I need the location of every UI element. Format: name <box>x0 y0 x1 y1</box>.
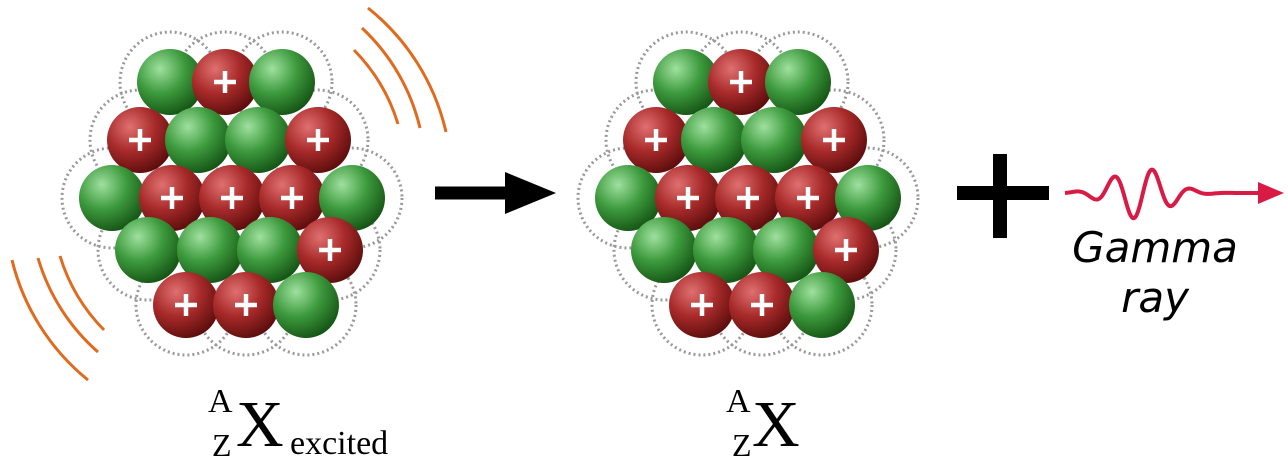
reaction-arrow <box>435 172 556 214</box>
neutron <box>741 107 807 173</box>
state-label: excited <box>290 425 388 461</box>
charge-sign <box>214 71 236 93</box>
gamma-wave <box>1064 167 1284 221</box>
charge-sign <box>677 187 699 209</box>
charge-sign <box>645 129 667 151</box>
charge-sign <box>221 187 243 209</box>
gamma-label: Gamma <box>1072 223 1238 272</box>
charge-sign <box>797 187 819 209</box>
neutron <box>165 107 231 173</box>
neutron <box>653 49 719 115</box>
mass-number: A <box>726 383 751 420</box>
vibration-arcs <box>10 6 448 382</box>
charge-sign <box>751 294 773 316</box>
element-symbol: X <box>752 388 800 461</box>
neutron <box>273 272 339 338</box>
charge-sign <box>319 239 341 261</box>
element-symbol: X <box>236 388 284 461</box>
neutron <box>79 165 145 231</box>
neutron <box>835 165 901 231</box>
neutron <box>595 165 661 231</box>
charge-sign <box>307 129 329 151</box>
neutron <box>753 217 819 283</box>
neutron <box>693 217 759 283</box>
charge-sign <box>823 129 845 151</box>
charge-sign <box>281 187 303 209</box>
gamma-label: ray <box>1121 273 1190 322</box>
charge-sign <box>235 294 257 316</box>
neutron <box>177 217 243 283</box>
charge-sign <box>129 129 151 151</box>
neutron <box>237 217 303 283</box>
neutron <box>681 107 747 173</box>
mass-number: A <box>208 383 233 420</box>
charge-sign <box>730 71 752 93</box>
neutron <box>115 217 181 283</box>
neutron <box>319 165 385 231</box>
neutron <box>631 217 697 283</box>
atomic-number: Z <box>212 427 232 461</box>
ground-nucleus <box>576 30 920 357</box>
atomic-number: Z <box>732 427 752 461</box>
neutron <box>137 49 203 115</box>
charge-sign <box>691 294 713 316</box>
charge-sign <box>737 187 759 209</box>
plus-sign <box>957 154 1049 238</box>
neutron <box>225 107 291 173</box>
neutron <box>789 272 855 338</box>
excited-nucleus <box>60 30 404 357</box>
charge-sign <box>161 187 183 209</box>
neutron <box>249 49 315 115</box>
neutron <box>765 49 831 115</box>
charge-sign <box>175 294 197 316</box>
charge-sign <box>835 239 857 261</box>
